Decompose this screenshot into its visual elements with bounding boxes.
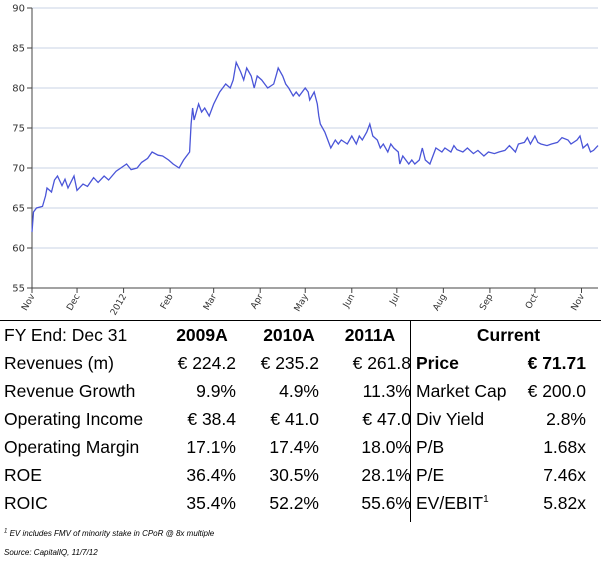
y-tick-label: 80 (12, 84, 25, 95)
col-header-current: Current (476, 325, 541, 345)
table-row: Operating Margin 17.1% 17.4% 18.0% P/B 1.68x (0, 433, 601, 461)
row-label: Operating Margin (4, 437, 140, 457)
footnote-marker: 1 (4, 528, 8, 535)
metric-label-wrap: EV/EBIT1 (416, 489, 489, 517)
x-tick-label: May (293, 292, 311, 314)
metric-label: Div Yield (416, 409, 485, 429)
row-label: ROE (4, 465, 42, 485)
x-tick-label: Oct (524, 292, 541, 311)
value-2011: 18.0% (361, 437, 411, 457)
y-tick-label: 65 (12, 204, 25, 215)
value-2011: 11.3% (362, 381, 411, 401)
table-divider (410, 320, 411, 522)
value-2009: 35.4% (186, 493, 236, 513)
table-row: Revenues (m) € 224.2 € 235.2 € 261.8 Price € … (0, 349, 601, 377)
metric-value: € 200.0 (527, 381, 586, 401)
value-2010: € 235.2 (260, 353, 319, 373)
footnote-text: EV includes FMV of minority stake in CPo… (9, 529, 215, 538)
table-row: Operating Income € 38.4 € 41.0 € 47.0 Div Yi… (0, 405, 601, 433)
fy-end-label: FY End: Dec 31 (4, 325, 128, 345)
value-2009: 9.9% (196, 381, 236, 401)
row-label: ROIC (4, 493, 48, 513)
chart-gridlines (32, 7, 598, 289)
value-2010: 52.2% (269, 493, 319, 513)
x-tick-label: Sep (478, 292, 495, 312)
col-header-2010: 2010A (263, 325, 315, 345)
metric-value: 5.82x (543, 493, 586, 513)
metric-label: P/B (416, 437, 445, 457)
table-row: ROIC 35.4% 52.2% 55.6% EV/EBIT1 5.82x (0, 489, 601, 517)
row-label: Operating Income (4, 409, 144, 429)
col-header-2011: 2011A (344, 325, 396, 345)
value-2010: 4.9% (279, 381, 319, 401)
x-axis: Nov Dec 2012 Feb Mar Apr May Jun Jul Aug Sep Oct Nov (20, 287, 598, 318)
y-tick-label: 70 (12, 164, 25, 175)
x-tick-label: Nov (20, 292, 38, 313)
value-2010: 17.4% (269, 437, 319, 457)
y-tick-label: 60 (12, 244, 25, 255)
metric-label: P/E (416, 465, 445, 485)
x-tick-label: Feb (159, 292, 176, 311)
col-header-2009: 2009A (176, 325, 228, 345)
metric-label-footnote-marker: 1 (483, 494, 489, 506)
value-2010: € 41.0 (270, 409, 319, 429)
value-2009: € 38.4 (187, 409, 236, 429)
y-tick-label: 75 (12, 124, 25, 135)
value-2011: € 261.8 (352, 353, 411, 373)
footnote: 1 EV includes FMV of minority stake in C… (4, 528, 215, 538)
value-2009: 17.1% (186, 437, 236, 457)
x-tick-label: Mar (202, 292, 219, 312)
table-row: ROE 36.4% 30.5% 28.1% P/E 7.46x (0, 461, 601, 489)
value-2009: 36.4% (186, 465, 236, 485)
metric-label: Price (416, 353, 459, 373)
value-2010: 30.5% (269, 465, 319, 485)
x-tick-label: Jul (388, 293, 403, 308)
table-row: Revenue Growth 9.9% 4.9% 11.3% Market Cap € 2… (0, 377, 601, 405)
metric-value: 7.46x (543, 465, 586, 485)
chart-series (31, 60, 599, 233)
row-label: Revenues (m) (4, 353, 114, 373)
x-tick-label: Aug (432, 293, 449, 313)
value-2011: € 47.0 (362, 409, 411, 429)
metric-value: 2.8% (546, 409, 586, 429)
y-tick-label: 90 (12, 4, 25, 15)
y-axis: 55 60 65 70 75 80 85 90 (12, 4, 33, 295)
x-tick-label: Dec (65, 292, 82, 312)
metric-label: Market Cap (416, 381, 507, 401)
x-tick-label: Nov (570, 292, 588, 313)
price-chart: 55 60 65 70 75 80 85 90 Nov Dec 2012 Feb Mar Apr May J… (12, 4, 599, 318)
x-tick-label: Jun (341, 293, 357, 311)
y-tick-label: 55 (12, 284, 25, 295)
value-2011: 55.6% (361, 493, 411, 513)
metric-value: 1.68x (543, 437, 586, 457)
x-tick-label: 2012 (109, 293, 129, 318)
value-2009: € 224.2 (177, 353, 236, 373)
financials-table: FY End: Dec 31 2009A 2010A 2011A Current… (0, 320, 601, 513)
metric-label: EV/EBIT (416, 493, 484, 513)
source-text: Source: CapitalIQ, 11/7/12 (4, 548, 98, 557)
table-header-row: FY End: Dec 31 2009A 2010A 2011A Current (0, 321, 601, 349)
row-label: Revenue Growth (4, 381, 136, 401)
value-2011: 28.1% (361, 465, 411, 485)
price-series-line (31, 60, 599, 233)
source-note: Source: CapitalIQ, 11/7/12 (4, 548, 98, 557)
x-tick-label: Apr (249, 292, 266, 311)
metric-value: € 71.71 (527, 353, 586, 373)
y-tick-label: 85 (12, 44, 25, 55)
